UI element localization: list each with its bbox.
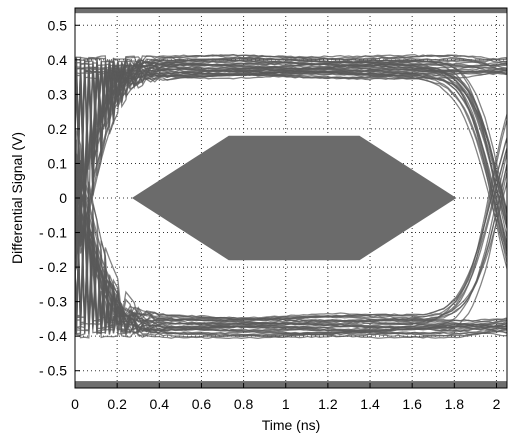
eye-trace [75, 54, 507, 243]
y-tick-label: - 0.1 [39, 225, 67, 241]
x-tick-label: 0 [71, 396, 79, 412]
x-tick-label: 1.6 [402, 396, 422, 412]
eye-trace [75, 117, 507, 326]
y-axis-ticks: 0.5 0.4 0.3 0.2 0.1 0 - 0.1 - 0.2 - 0.3 - 0.4 - 0.… [39, 17, 80, 379]
eye-traces [75, 54, 507, 340]
y-tick-label: 0.4 [48, 52, 68, 68]
y-axis-title: Differential Signal (V) [9, 132, 25, 264]
x-axis-ticks: 0 0.2 0.4 0.6 0.8 1 1.2 1.4 1.6 1.8 2 [71, 383, 501, 412]
eye-trace [75, 55, 507, 195]
x-tick-label: 1.8 [445, 396, 465, 412]
eye-trace [75, 63, 507, 220]
eye-trace [75, 63, 507, 248]
limit-bands [75, 8, 507, 388]
y-tick-label: 0.3 [48, 86, 68, 102]
eye-mask-hexagon [131, 135, 457, 261]
x-tick-label: 0.8 [234, 396, 254, 412]
eye-trace [75, 160, 507, 319]
eye-trace [75, 130, 507, 336]
x-axis-title: Time (ns) [262, 417, 321, 433]
x-tick-label: 1.4 [360, 396, 380, 412]
y-tick-label: - 0.5 [39, 363, 67, 379]
eye-trace [75, 153, 507, 339]
y-tick-label: 0.5 [48, 17, 68, 33]
x-tick-label: 2 [493, 396, 501, 412]
eye-trace [75, 68, 507, 271]
y-tick-label: - 0.2 [39, 259, 67, 275]
y-tick-label: - 0.3 [39, 294, 67, 310]
x-tick-label: 1.2 [318, 396, 338, 412]
top-limit-band [75, 8, 507, 14]
bottom-limit-band [75, 381, 507, 388]
y-tick-label: - 0.4 [39, 328, 67, 344]
x-tick-label: 0.2 [107, 396, 127, 412]
y-tick-label: 0 [59, 190, 67, 206]
y-tick-label: 0.2 [48, 121, 68, 137]
eye-trace [75, 112, 507, 324]
x-tick-label: 0.4 [150, 396, 170, 412]
x-tick-label: 0.6 [192, 396, 212, 412]
eye-trace [75, 61, 507, 260]
eye-trace [75, 158, 507, 332]
eye-mask [131, 135, 457, 261]
eye-trace [75, 197, 507, 322]
y-tick-label: 0.1 [48, 155, 68, 171]
x-tick-label: 1 [282, 396, 290, 412]
